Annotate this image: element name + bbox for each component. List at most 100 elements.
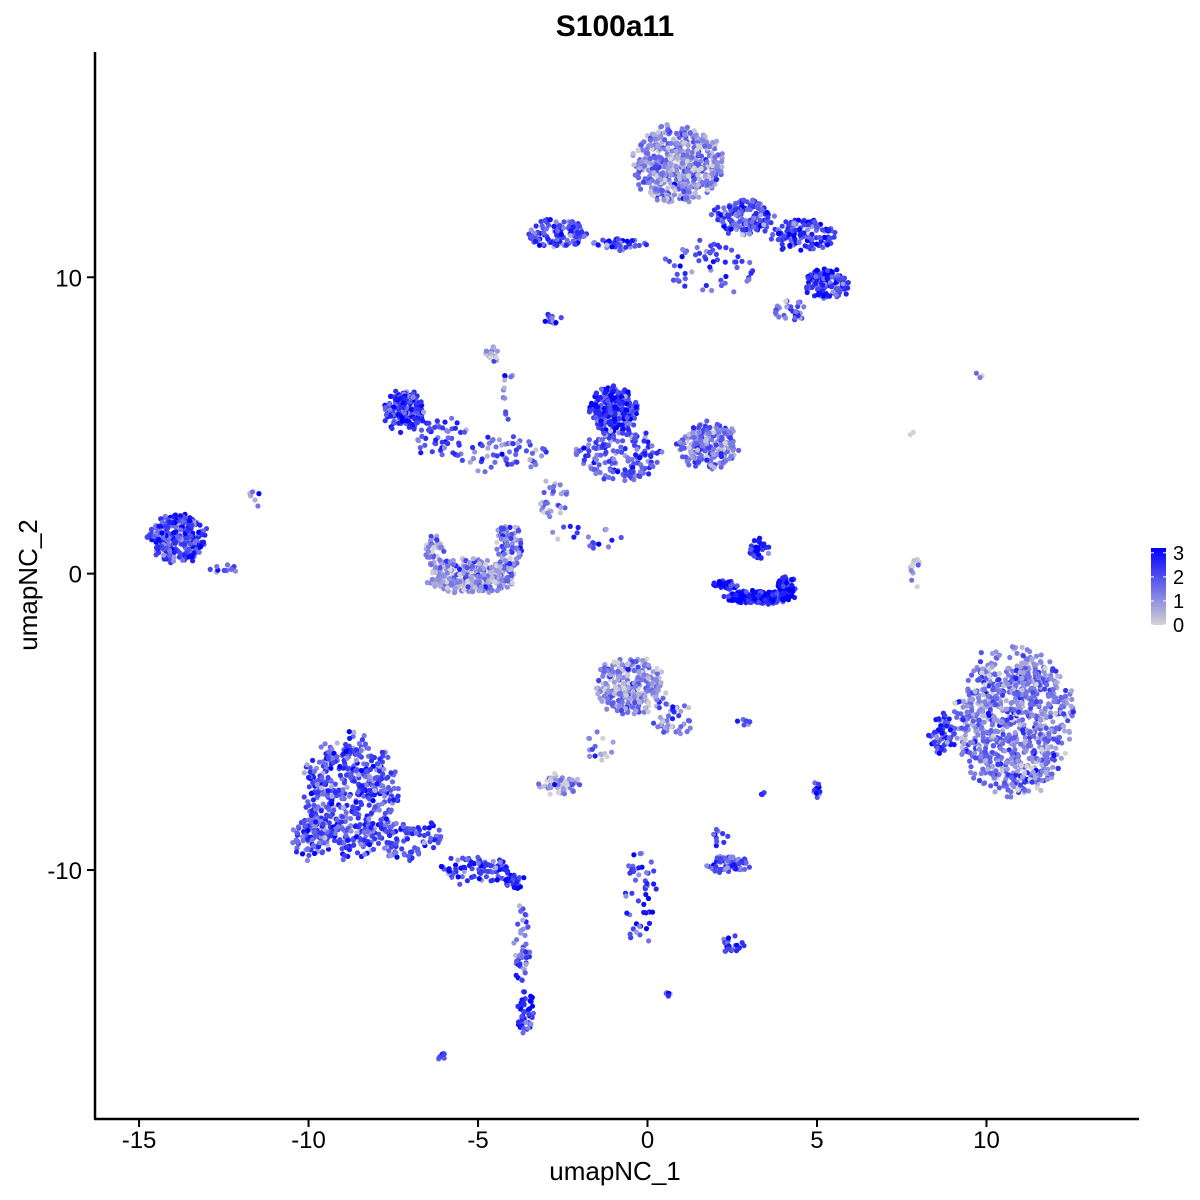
- data-point: [765, 550, 772, 557]
- data-point: [639, 465, 645, 471]
- data-point: [979, 724, 985, 730]
- data-point: [330, 755, 336, 761]
- data-point: [419, 433, 425, 439]
- data-point: [1053, 725, 1059, 731]
- data-point: [993, 781, 999, 787]
- data-point: [982, 699, 988, 705]
- data-point: [751, 538, 758, 544]
- data-point: [655, 724, 661, 730]
- data-point: [779, 596, 786, 603]
- data-point: [1030, 712, 1036, 718]
- data-point: [361, 733, 367, 739]
- data-point: [736, 447, 742, 453]
- data-point: [368, 825, 374, 831]
- data-point: [357, 836, 363, 842]
- data-point: [625, 455, 631, 461]
- data-point: [743, 589, 749, 595]
- data-point: [601, 668, 607, 675]
- data-point: [660, 695, 666, 701]
- data-point: [437, 565, 443, 571]
- data-point: [383, 412, 389, 418]
- data-point: [467, 459, 473, 465]
- data-point: [1027, 739, 1033, 745]
- data-point: [426, 420, 432, 426]
- data-point: [461, 429, 468, 435]
- data-point: [470, 556, 476, 562]
- data-point: [976, 746, 983, 753]
- data-point: [646, 471, 652, 477]
- data-point: [411, 415, 417, 421]
- data-point: [596, 677, 602, 684]
- data-point: [671, 263, 678, 269]
- data-point: [618, 534, 624, 541]
- data-point: [654, 450, 660, 456]
- data-point: [682, 283, 688, 289]
- data-point: [389, 425, 395, 432]
- data-point: [787, 242, 793, 248]
- data-point: [576, 223, 583, 229]
- data-point: [711, 580, 717, 586]
- data-point: [497, 583, 503, 589]
- data-point: [586, 448, 592, 454]
- data-point: [707, 264, 713, 270]
- data-point: [730, 440, 736, 446]
- data-point: [602, 412, 609, 418]
- data-point: [368, 810, 375, 816]
- data-point: [408, 406, 414, 413]
- data-point: [449, 415, 455, 421]
- data-point: [458, 429, 464, 435]
- data-point: [564, 237, 570, 243]
- data-point: [715, 242, 721, 248]
- data-point: [784, 304, 790, 310]
- data-point: [1066, 736, 1073, 742]
- data-point: [758, 212, 764, 218]
- data-point: [802, 243, 808, 249]
- data-point: [659, 188, 665, 194]
- data-point: [650, 193, 657, 199]
- data-point: [682, 270, 688, 277]
- data-point: [975, 677, 981, 683]
- data-point: [714, 257, 721, 263]
- data-point: [632, 699, 638, 706]
- data-point: [625, 389, 631, 395]
- data-point: [596, 408, 602, 415]
- data-point: [1015, 787, 1021, 793]
- data-point: [631, 668, 637, 674]
- data-point: [651, 170, 657, 176]
- data-point: [1038, 723, 1044, 729]
- data-point: [1052, 698, 1058, 704]
- data-point: [160, 534, 166, 540]
- data-point: [995, 753, 1001, 759]
- data-point: [614, 425, 620, 431]
- data-point: [552, 781, 558, 788]
- data-point: [641, 672, 647, 678]
- data-point: [214, 563, 220, 570]
- data-point: [441, 548, 447, 554]
- data-point: [563, 242, 570, 248]
- data-point: [713, 442, 719, 448]
- data-point: [597, 695, 603, 701]
- data-point: [981, 719, 987, 725]
- data-point: [593, 685, 599, 691]
- data-point: [631, 422, 637, 428]
- data-point: [501, 525, 507, 532]
- data-point: [1053, 680, 1059, 686]
- data-point: [1043, 761, 1049, 767]
- data-point: [1050, 719, 1056, 725]
- data-point: [515, 527, 522, 533]
- data-point: [536, 242, 543, 248]
- data-point: [610, 448, 616, 454]
- data-point: [707, 424, 713, 431]
- data-point: [570, 788, 576, 795]
- data-point: [728, 583, 734, 589]
- data-point: [729, 247, 735, 253]
- data-point: [370, 798, 376, 804]
- data-point: [418, 450, 424, 456]
- data-point: [445, 435, 451, 441]
- data-point: [1025, 681, 1031, 687]
- data-point: [771, 213, 778, 219]
- data-point: [796, 239, 802, 246]
- data-point: [392, 769, 398, 775]
- data-point: [647, 180, 653, 186]
- data-point: [805, 222, 812, 228]
